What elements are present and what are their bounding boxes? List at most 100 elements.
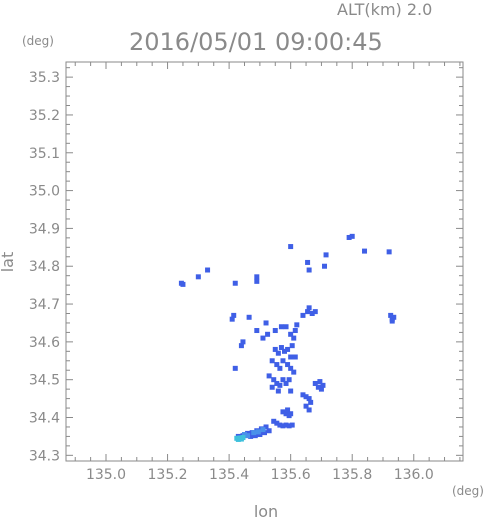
radar-echo-point xyxy=(232,365,238,371)
radar-echo-point xyxy=(269,358,275,364)
x-tick-label: 135.2 xyxy=(148,467,188,483)
radar-echo-point xyxy=(195,274,201,280)
radar-echo-point xyxy=(263,424,269,430)
x-tick-label: 136.0 xyxy=(394,467,434,483)
radar-echo-point xyxy=(265,331,271,337)
radar-echo-point xyxy=(255,429,261,435)
radar-echo-point xyxy=(251,430,257,436)
radar-echo-point xyxy=(280,423,286,429)
radar-echo-point xyxy=(286,377,292,383)
radar-echo-point xyxy=(306,305,312,311)
radar-echo-point xyxy=(205,267,211,273)
x-tick-label: 135.4 xyxy=(209,467,249,483)
axis-ticks: 135.0 135.2 135.4 135.6 135.8 136.0 34.3 34.4 34… xyxy=(29,62,463,483)
radar-echo-point xyxy=(240,339,246,345)
radar-echo-point xyxy=(271,377,277,383)
radar-echo-point xyxy=(322,263,328,269)
radar-echo-point xyxy=(278,345,284,351)
radar-echo-point xyxy=(283,422,289,428)
radar-echo-point xyxy=(260,335,266,341)
radar-echo-point xyxy=(349,233,355,239)
radar-echo-point xyxy=(246,314,252,320)
radar-echo-point xyxy=(254,274,260,280)
radar-echo-point xyxy=(294,322,300,328)
radar-echo-point xyxy=(248,433,254,439)
data-points xyxy=(178,233,397,442)
radar-echo-point xyxy=(283,324,289,330)
radar-echo-point xyxy=(260,427,266,433)
y-tick-label: 34.7 xyxy=(29,297,60,313)
radar-echo-point xyxy=(275,350,281,356)
radar-echo-point xyxy=(277,382,283,388)
radar-echo-point xyxy=(285,362,291,368)
radar-echo-point xyxy=(315,384,321,390)
radar-echo-point xyxy=(306,267,312,273)
radar-echo-point xyxy=(291,369,297,375)
radar-echo-point xyxy=(289,422,295,428)
radar-echo-point xyxy=(288,354,294,360)
radar-echo-point xyxy=(275,388,281,394)
radar-echo-point xyxy=(241,432,247,438)
radar-echo-point xyxy=(288,388,294,394)
radar-echo-point xyxy=(262,430,267,436)
x-tick-label: 135.8 xyxy=(332,467,372,483)
radar-echo-point xyxy=(306,396,312,402)
radar-echo-point xyxy=(288,331,294,337)
y-tick-label: 34.9 xyxy=(29,221,60,237)
radar-echo-point xyxy=(232,280,238,286)
x-tick-label: 135.0 xyxy=(86,467,126,483)
radar-echo-point xyxy=(318,386,324,392)
radar-echo-point xyxy=(254,328,260,334)
y-axis-label: lat xyxy=(0,252,17,273)
chart-title: 2016/05/01 09:00:45 xyxy=(129,28,383,56)
radar-echo-point xyxy=(229,316,235,322)
radar-echo-point xyxy=(292,354,298,360)
radar-echo-point xyxy=(291,335,297,341)
radar-echo-point xyxy=(288,365,294,371)
radar-echo-point xyxy=(386,249,392,255)
y-tick-label: 35.2 xyxy=(29,108,60,124)
radar-echo-point xyxy=(271,418,277,424)
radar-echo-point xyxy=(289,343,295,349)
radar-echo-point xyxy=(274,362,280,368)
plot-frame xyxy=(65,61,464,462)
radar-echo-point xyxy=(288,244,294,250)
radar-echo-point xyxy=(362,248,368,254)
x-unit-label: (deg) xyxy=(452,484,484,498)
radar-echo-point xyxy=(305,309,311,315)
radar-echo-point xyxy=(283,411,289,417)
radar-echo-point xyxy=(308,399,314,405)
radar-echo-point xyxy=(312,380,318,386)
radar-echo-point xyxy=(180,281,186,287)
radar-echo-point xyxy=(346,234,352,240)
radar-echo-point xyxy=(269,384,275,390)
y-tick-label: 34.3 xyxy=(29,448,60,464)
x-tick-label: 135.6 xyxy=(271,467,311,483)
radar-echo-point xyxy=(300,312,306,318)
radar-echo-point xyxy=(266,428,272,434)
altitude-label: ALT(km) 2.0 xyxy=(337,0,432,19)
radar-echo-point xyxy=(320,382,326,388)
radar-echo-point xyxy=(280,409,286,415)
radar-echo-point xyxy=(285,407,291,413)
radar-echo-point xyxy=(282,348,288,354)
radar-echo-point xyxy=(288,411,294,417)
y-tick-label: 34.5 xyxy=(29,373,60,389)
radar-echo-point xyxy=(257,432,263,438)
radar-echo-point xyxy=(285,346,291,352)
radar-echo-point xyxy=(278,324,284,330)
radar-echo-point xyxy=(283,380,289,386)
radar-echo-point xyxy=(391,314,397,320)
radar-echo-point xyxy=(309,311,315,317)
radar-echo-point xyxy=(286,423,292,429)
y-tick-label: 35.3 xyxy=(29,70,60,86)
y-tick-label: 35.1 xyxy=(29,146,60,162)
y-tick-label: 34.6 xyxy=(29,335,60,351)
radar-echo-point xyxy=(323,252,329,258)
y-unit-label: (deg) xyxy=(22,34,54,48)
radar-echo-point xyxy=(312,309,318,315)
radar-echo-point xyxy=(277,365,283,371)
radar-echo-point xyxy=(303,394,309,400)
x-axis-label: lon xyxy=(254,502,278,521)
